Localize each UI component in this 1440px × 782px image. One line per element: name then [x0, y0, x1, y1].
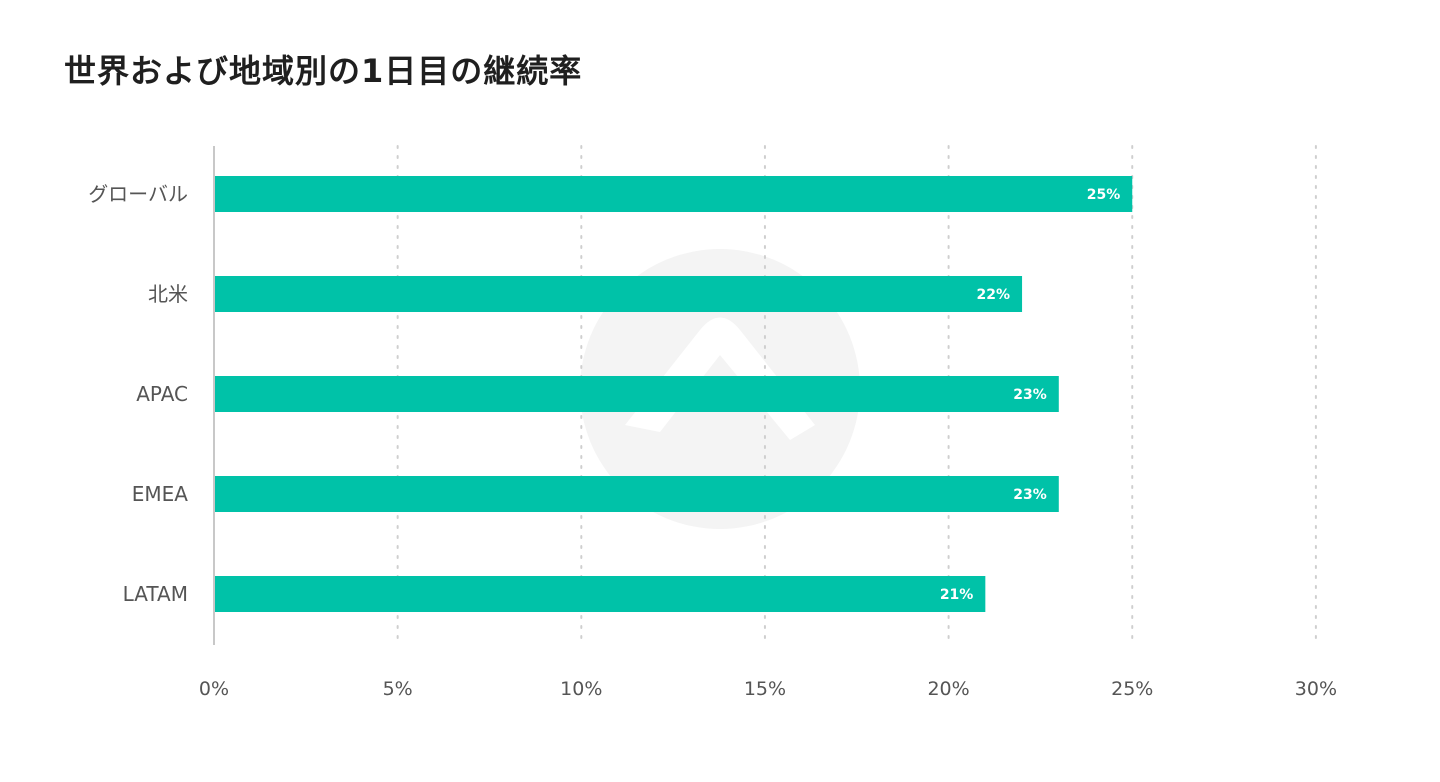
x-tick-labels: 0% 5% 10% 15% 20% 25% 30% — [199, 678, 1337, 700]
bar — [214, 276, 1023, 312]
category-label: LATAM — [123, 582, 188, 606]
category-label: APAC — [136, 382, 188, 406]
x-tick-label: 25% — [1111, 678, 1153, 700]
bars: 25% 22% 23% 23% 21% — [214, 176, 1133, 612]
x-tick-label: 10% — [560, 678, 602, 700]
x-tick-label: 0% — [199, 678, 229, 700]
bar — [214, 176, 1133, 212]
bar-value-label: 22% — [977, 287, 1011, 303]
bar — [214, 376, 1059, 412]
x-tick-label: 20% — [927, 678, 969, 700]
chart-title: 世界および地域別の1日目の継続率 — [64, 52, 583, 90]
x-tick-label: 30% — [1295, 678, 1337, 700]
category-label: 北米 — [148, 282, 188, 306]
category-label: グローバル — [88, 182, 188, 206]
bar — [214, 476, 1059, 512]
bar-value-label: 21% — [940, 587, 974, 603]
bar-value-label: 25% — [1087, 187, 1121, 203]
bar-value-label: 23% — [1013, 387, 1047, 403]
bar — [214, 576, 986, 612]
x-tick-label: 5% — [383, 678, 413, 700]
bar-value-label: 23% — [1013, 487, 1047, 503]
category-label: EMEA — [132, 482, 189, 506]
x-tick-label: 15% — [744, 678, 786, 700]
